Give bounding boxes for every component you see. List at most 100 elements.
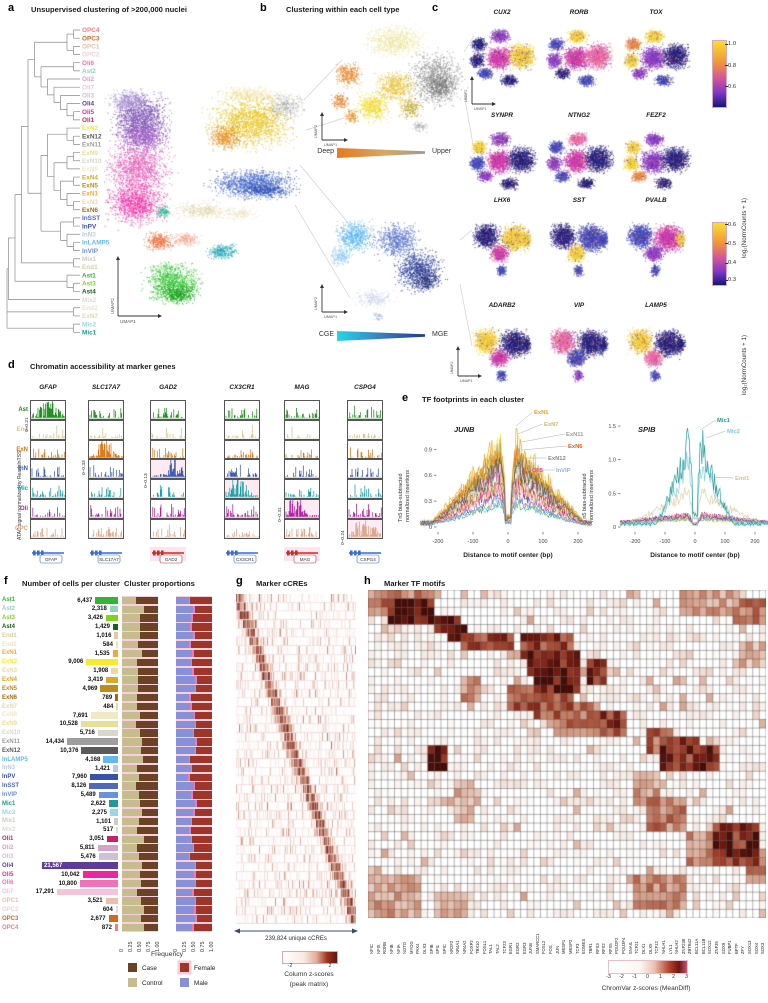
dendrogram-leaf-ExN6: ExN6 — [82, 207, 98, 214]
prop-female-ExN8 — [195, 712, 212, 719]
colorbar-tick: 0.6 — [728, 222, 736, 228]
cluster-label-Ast1: Ast1 — [2, 597, 42, 603]
prop-female-ExN2 — [192, 659, 212, 666]
prop-female-Mix1 — [192, 818, 212, 825]
svg-text:Distance to motif center (bp): Distance to motif center (bp) — [650, 552, 739, 559]
track-cell-SLC17A7-Oli — [88, 499, 124, 519]
prop-female-ExN1 — [194, 650, 212, 657]
atac-track — [348, 421, 382, 439]
feature-umap-TOX — [620, 18, 692, 96]
track-cell-CX3CR1-Oli — [224, 499, 260, 519]
legend-label-Male: Male — [194, 980, 208, 987]
prop-case-ExN9 — [136, 721, 158, 728]
cluster-label-Mix1: Mix1 — [2, 818, 42, 824]
cluster-label-OPC1: OPC1 — [2, 898, 42, 904]
atac-track — [89, 480, 123, 498]
cluster-label-ExN6: ExN6 — [2, 695, 42, 701]
cluster-label-ExN7: ExN7 — [2, 704, 42, 710]
tf-label-RFX3: RFX3 — [595, 920, 600, 954]
prop-case-Oli3 — [139, 853, 158, 860]
panel-a-letter: a — [8, 3, 14, 14]
svg-text:-200: -200 — [432, 539, 443, 545]
cluster-label-End1: End1 — [2, 633, 42, 639]
count-bar-ExN6 — [115, 694, 118, 701]
atac-track — [31, 421, 65, 439]
colorbar-tick: 0.5 — [728, 241, 736, 247]
tf-label-RORB: RORB — [382, 920, 387, 954]
prop-control-Oli3 — [122, 853, 139, 860]
count-value-OPC4: 872 — [30, 925, 112, 931]
prop-case-ExN3 — [138, 668, 158, 675]
cluster-label-ExN5: ExN5 — [2, 686, 42, 692]
tf-label-NOTO: NOTO — [402, 920, 407, 954]
mge-label: MGE — [432, 331, 448, 338]
dendrogram-leaf-Oli4: Oli4 — [82, 101, 95, 108]
atac-track — [89, 441, 123, 459]
prop-female-Mix2 — [191, 827, 212, 834]
svg-text:100: 100 — [720, 539, 729, 545]
dendrogram-leaf-InN3: InN3 — [82, 231, 96, 238]
tf-label-ZNF35: ZNF35 — [714, 920, 719, 954]
count-value-Mix1: 1,101 — [30, 819, 111, 825]
count-bar-Oli6 — [80, 880, 118, 887]
panel-f-letter: f — [4, 576, 8, 587]
svg-text:Distance to motif center (bp): Distance to motif center (bp) — [463, 552, 552, 559]
prop-control-Ast2 — [122, 606, 144, 613]
prop-male-InSST — [176, 782, 194, 789]
gene-title-RORB: RORB — [543, 10, 615, 16]
prop-case-Ast1 — [136, 597, 158, 604]
prop-control-End1 — [122, 632, 140, 639]
atac-track — [285, 401, 319, 419]
svg-text:1.5: 1.5 — [608, 424, 616, 430]
cluster-label-ExN11: ExN11 — [2, 739, 42, 745]
svg-text:End1: End1 — [735, 476, 750, 482]
colorbar-tick: 0.6 — [728, 84, 736, 90]
svg-text:0: 0 — [693, 539, 696, 545]
colorbar-top — [712, 40, 727, 108]
atac-track — [225, 480, 259, 498]
prop-case-Ast3 — [140, 614, 158, 621]
atac-track — [348, 480, 382, 498]
dendrogram-leaf-InVIP: InVIP — [82, 248, 99, 255]
atac-track — [31, 460, 65, 478]
gene-title-CUX2: CUX2 — [466, 10, 538, 16]
umap-axes-arrows — [450, 344, 484, 384]
prop-control-Ast3 — [122, 614, 140, 621]
prop-case-InN3 — [137, 765, 158, 772]
svg-text:ExN11: ExN11 — [566, 432, 584, 438]
atac-track — [151, 500, 185, 518]
dendrogram-leaf-Ast1: Ast1 — [82, 272, 96, 279]
prop-male-ExN10 — [176, 729, 193, 736]
freq-tick: 0.50 — [137, 934, 143, 952]
gene-title-ADARB2: ADARB2 — [466, 303, 538, 309]
junb-ylabel-2: normalized insertions — [406, 432, 412, 522]
prop-case-Oli7 — [137, 889, 158, 896]
cluster-label-Ast4: Ast4 — [2, 624, 42, 630]
prop-case-Oli2 — [137, 844, 158, 851]
prop-case-End2 — [138, 641, 158, 648]
prop-male-End2 — [176, 641, 189, 648]
cluster-label-Oli4: Oli4 — [2, 863, 42, 869]
tf-label-ZFY: ZFY — [740, 920, 745, 954]
svg-text:200: 200 — [750, 539, 759, 545]
track-cell-GFAP-ExN — [30, 440, 66, 460]
tf-label-EGR3: EGR3 — [522, 920, 527, 954]
dendrogram-leaf-ExN3: ExN3 — [82, 199, 98, 206]
footprint-junb: 0 0.3 0.6 0.9 -200 -100 0 100 200 Distance to mot… — [416, 392, 592, 572]
prop-female-Oli7 — [194, 889, 212, 896]
atac-track — [151, 480, 185, 498]
cluster-label-Mix2: Mix2 — [2, 827, 42, 833]
feature-umap-FEZF2 — [620, 121, 692, 199]
tf-label-FOSL2: FOSL2 — [541, 920, 546, 954]
atac-track — [151, 401, 185, 419]
umap-axes-arrows — [464, 74, 498, 112]
atac-track — [348, 441, 382, 459]
tf-label-TBR1: TBR1 — [588, 920, 593, 954]
freq-tick: 0.50 — [191, 934, 197, 952]
tf-label-JUNB: JUNB — [528, 920, 533, 954]
ccre-heatmap — [236, 594, 356, 924]
cluster-label-Oli5: Oli5 — [2, 872, 42, 878]
track-cell-CX3CR1-Ast — [224, 400, 260, 420]
prop-female-Oli3 — [190, 853, 212, 860]
cluster-label-Oli3: Oli3 — [2, 854, 42, 860]
